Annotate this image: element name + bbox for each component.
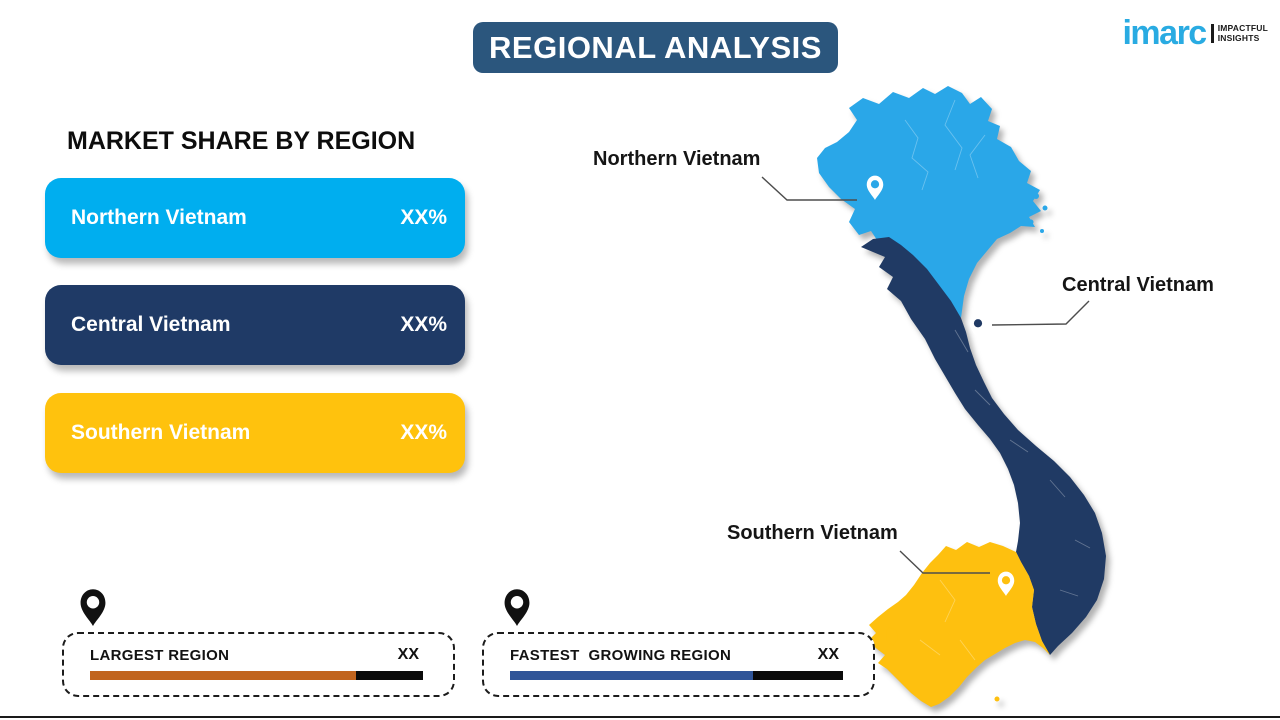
largest-region-label: LARGEST REGION: [90, 646, 230, 664]
islet: [1028, 219, 1034, 225]
map-region-southern: [868, 542, 1050, 707]
map-region-northern: [817, 86, 1041, 318]
region-name: Southern Vietnam: [71, 421, 251, 444]
logo-divider: [1210, 24, 1214, 44]
region-share: XX%: [400, 421, 447, 444]
fastest-growing-label: FASTEST GROWING REGION: [510, 646, 732, 664]
map-pin-southern-icon: [997, 571, 1015, 596]
islet: [994, 696, 1000, 702]
largest-region-bar: [90, 671, 423, 680]
islet: [886, 627, 898, 646]
imarc-logo-text: imarc: [1122, 14, 1207, 52]
region-name: Central Vietnam: [71, 313, 231, 336]
islet: [1033, 193, 1039, 199]
fastest-growing-pin-icon: [504, 589, 530, 626]
page-title: REGIONAL ANALYSIS: [473, 22, 838, 73]
bottom-divider: [0, 716, 1280, 718]
map-label-central: Central Vietnam: [1062, 274, 1214, 296]
largest-region-card: LARGEST REGION XX: [62, 632, 455, 697]
province-borders: [904, 99, 1091, 661]
market-share-heading: MARKET SHARE BY REGION: [67, 127, 416, 155]
map-label-southern: Southern Vietnam: [727, 522, 898, 544]
region-bar-northern: Northern Vietnam XX%: [45, 178, 465, 258]
logo-tagline-line1: IMPACTFUL: [1217, 22, 1268, 33]
fastest-growing-region-card: FASTEST GROWING REGION XX: [482, 632, 875, 697]
imarc-logo: imarc IMPACTFUL INSIGHTS: [1122, 14, 1268, 52]
map-pin-central-icon: [969, 314, 987, 339]
map-label-northern: Northern Vietnam: [593, 148, 761, 170]
largest-region-value: XX: [397, 646, 419, 663]
region-share: XX%: [400, 206, 447, 229]
region-name: Northern Vietnam: [71, 206, 247, 229]
map-region-central: [861, 237, 1106, 655]
largest-region-pin-icon: [80, 589, 106, 626]
logo-tagline: IMPACTFUL INSIGHTS: [1217, 22, 1268, 44]
vietnam-map: [817, 86, 1106, 707]
logo-tagline-line2: INSIGHTS: [1217, 32, 1260, 43]
connector-northern: [761, 176, 857, 201]
region-bar-central: Central Vietnam XX%: [45, 285, 465, 365]
connector-southern: [899, 550, 990, 574]
map-pin-northern-icon: [866, 175, 884, 200]
islet: [1040, 229, 1044, 233]
fastest-growing-bar: [510, 671, 843, 680]
fastest-growing-bar-fill: [510, 671, 754, 680]
islet: [1042, 205, 1048, 211]
largest-region-bar-fill: [90, 671, 357, 680]
connector-central: [991, 300, 1090, 326]
region-share: XX%: [400, 313, 447, 336]
region-bar-southern: Southern Vietnam XX%: [45, 393, 465, 473]
fastest-growing-value: XX: [817, 646, 839, 663]
